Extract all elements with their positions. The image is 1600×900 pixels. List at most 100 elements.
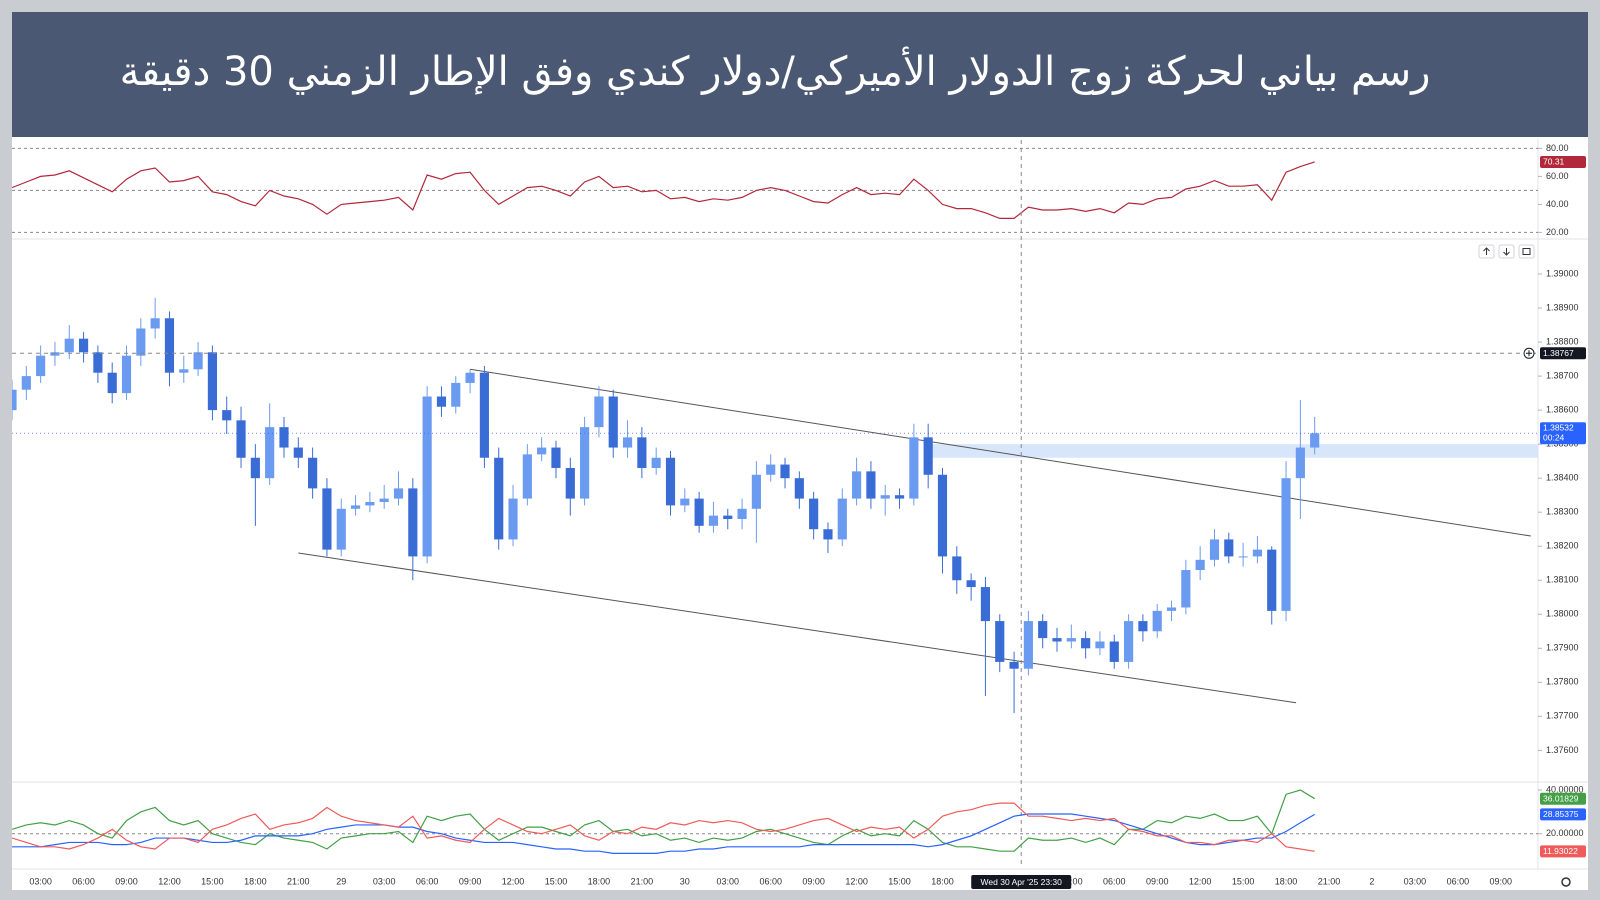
candle-body — [680, 498, 690, 506]
candle-body — [365, 501, 375, 506]
candle-body — [1152, 610, 1162, 632]
y-tick-label: 1.38600 — [1546, 405, 1579, 415]
panel-buttons — [1478, 244, 1535, 259]
candle-body — [780, 464, 790, 479]
candle-body — [36, 355, 46, 377]
x-tick-label: 06:00 — [72, 876, 95, 886]
arrow-down-icon — [1503, 248, 1510, 256]
x-tick-label: 21:00 — [631, 876, 654, 886]
candle-body — [995, 621, 1005, 662]
candle-body — [193, 352, 203, 370]
y-tick-label: 1.37600 — [1546, 745, 1579, 755]
candle-body — [222, 410, 232, 421]
y-tick-label: 1.38000 — [1546, 609, 1579, 619]
last-value-label-box — [1540, 808, 1586, 821]
candle-body — [1109, 641, 1119, 662]
candle-body — [1009, 661, 1019, 669]
candle-body — [852, 471, 862, 499]
candle-body — [966, 580, 976, 588]
candle-body — [1095, 641, 1105, 649]
candle-body — [1238, 556, 1248, 558]
candle-body — [909, 437, 919, 499]
last-value-label: 28.85375 — [1543, 809, 1579, 819]
candle-body — [723, 515, 733, 520]
candle-body — [952, 556, 962, 581]
crosshair-price-box — [1540, 347, 1586, 360]
settings-button[interactable] — [1561, 877, 1571, 887]
y-tick-label: 20.00 — [1546, 227, 1569, 237]
maximize-button[interactable] — [1518, 244, 1535, 259]
x-tick-label: 03:00 — [716, 876, 739, 886]
x-tick-label: 21:00 — [287, 876, 310, 886]
candle-body — [1023, 621, 1033, 669]
candle-body — [637, 437, 647, 468]
candle-body — [1081, 638, 1091, 649]
candle-body — [451, 382, 461, 407]
candle-body — [207, 352, 217, 411]
y-tick-label: 1.38700 — [1546, 370, 1579, 380]
candle-body — [651, 457, 661, 468]
x-tick-label: 12:00 — [845, 876, 868, 886]
x-tick-label: 09:00 — [459, 876, 482, 886]
candle-body — [537, 447, 547, 455]
x-tick-label: 03:00 — [373, 876, 396, 886]
candle-body — [350, 505, 361, 509]
x-tick-label: 06:00 — [759, 876, 782, 886]
candle-body — [308, 457, 318, 489]
candle-body — [980, 587, 991, 622]
candle-body — [1166, 607, 1177, 611]
candle-body — [608, 396, 618, 448]
y-tick-label: 1.38900 — [1546, 302, 1579, 312]
x-tick-label: 29 — [336, 876, 346, 886]
x-tick-label: 30 — [680, 876, 690, 886]
x-tick-label: 06:00 — [416, 876, 439, 886]
candle-body — [78, 338, 89, 353]
candle-body — [322, 488, 332, 550]
candle-body — [894, 495, 905, 499]
x-tick-label: 06:00 — [1103, 876, 1126, 886]
candle-body — [766, 464, 776, 475]
y-tick-label: 40.00000 — [1546, 784, 1584, 794]
candle-body — [794, 478, 804, 499]
candle-body — [937, 474, 948, 557]
candle-body — [21, 376, 31, 390]
y-tick-label: 40.00 — [1546, 199, 1569, 209]
candle-body — [551, 447, 561, 468]
candle-body — [1124, 621, 1134, 662]
candle-body — [107, 372, 117, 394]
trendline — [470, 368, 1531, 537]
candle-body — [265, 427, 275, 479]
last-price-box — [1540, 422, 1586, 445]
candle-body — [1224, 539, 1234, 557]
candle-body — [136, 328, 146, 356]
candle-body — [293, 447, 303, 458]
x-tick-label: 18:00 — [931, 876, 954, 886]
candle-body — [565, 467, 575, 499]
last-value-label: 36.01829 — [1543, 793, 1579, 803]
indicator-line — [12, 813, 1315, 854]
y-tick-label: 1.38800 — [1546, 336, 1579, 346]
y-tick-label: 1.38400 — [1546, 473, 1579, 483]
candle-body — [1181, 570, 1191, 608]
y-tick-label: 1.37700 — [1546, 711, 1579, 721]
y-tick-label: 1.38100 — [1546, 575, 1579, 585]
candle-body — [1310, 433, 1320, 448]
crosshair-time-label: Wed 30 Apr '25 23:30 — [981, 877, 1063, 887]
candle-body — [494, 457, 504, 540]
candle-body — [508, 498, 518, 540]
crosshair-time-box — [971, 875, 1072, 889]
last-value-label-box — [1540, 792, 1586, 805]
candle-body — [121, 355, 132, 394]
y-tick-label: 1.38200 — [1546, 541, 1579, 551]
last-value-label-box — [1540, 845, 1586, 858]
x-tick-label: 09:00 — [802, 876, 825, 886]
candle-body — [1281, 478, 1291, 611]
candle-body — [580, 427, 590, 499]
countdown-label: 00:24 — [1543, 433, 1565, 443]
candle-body — [12, 389, 17, 411]
candle-body — [694, 498, 704, 526]
x-tick-label: 12:00 — [158, 876, 181, 886]
candle-body — [1252, 549, 1263, 557]
maximize-icon — [1522, 248, 1531, 255]
candle-body — [64, 338, 74, 353]
